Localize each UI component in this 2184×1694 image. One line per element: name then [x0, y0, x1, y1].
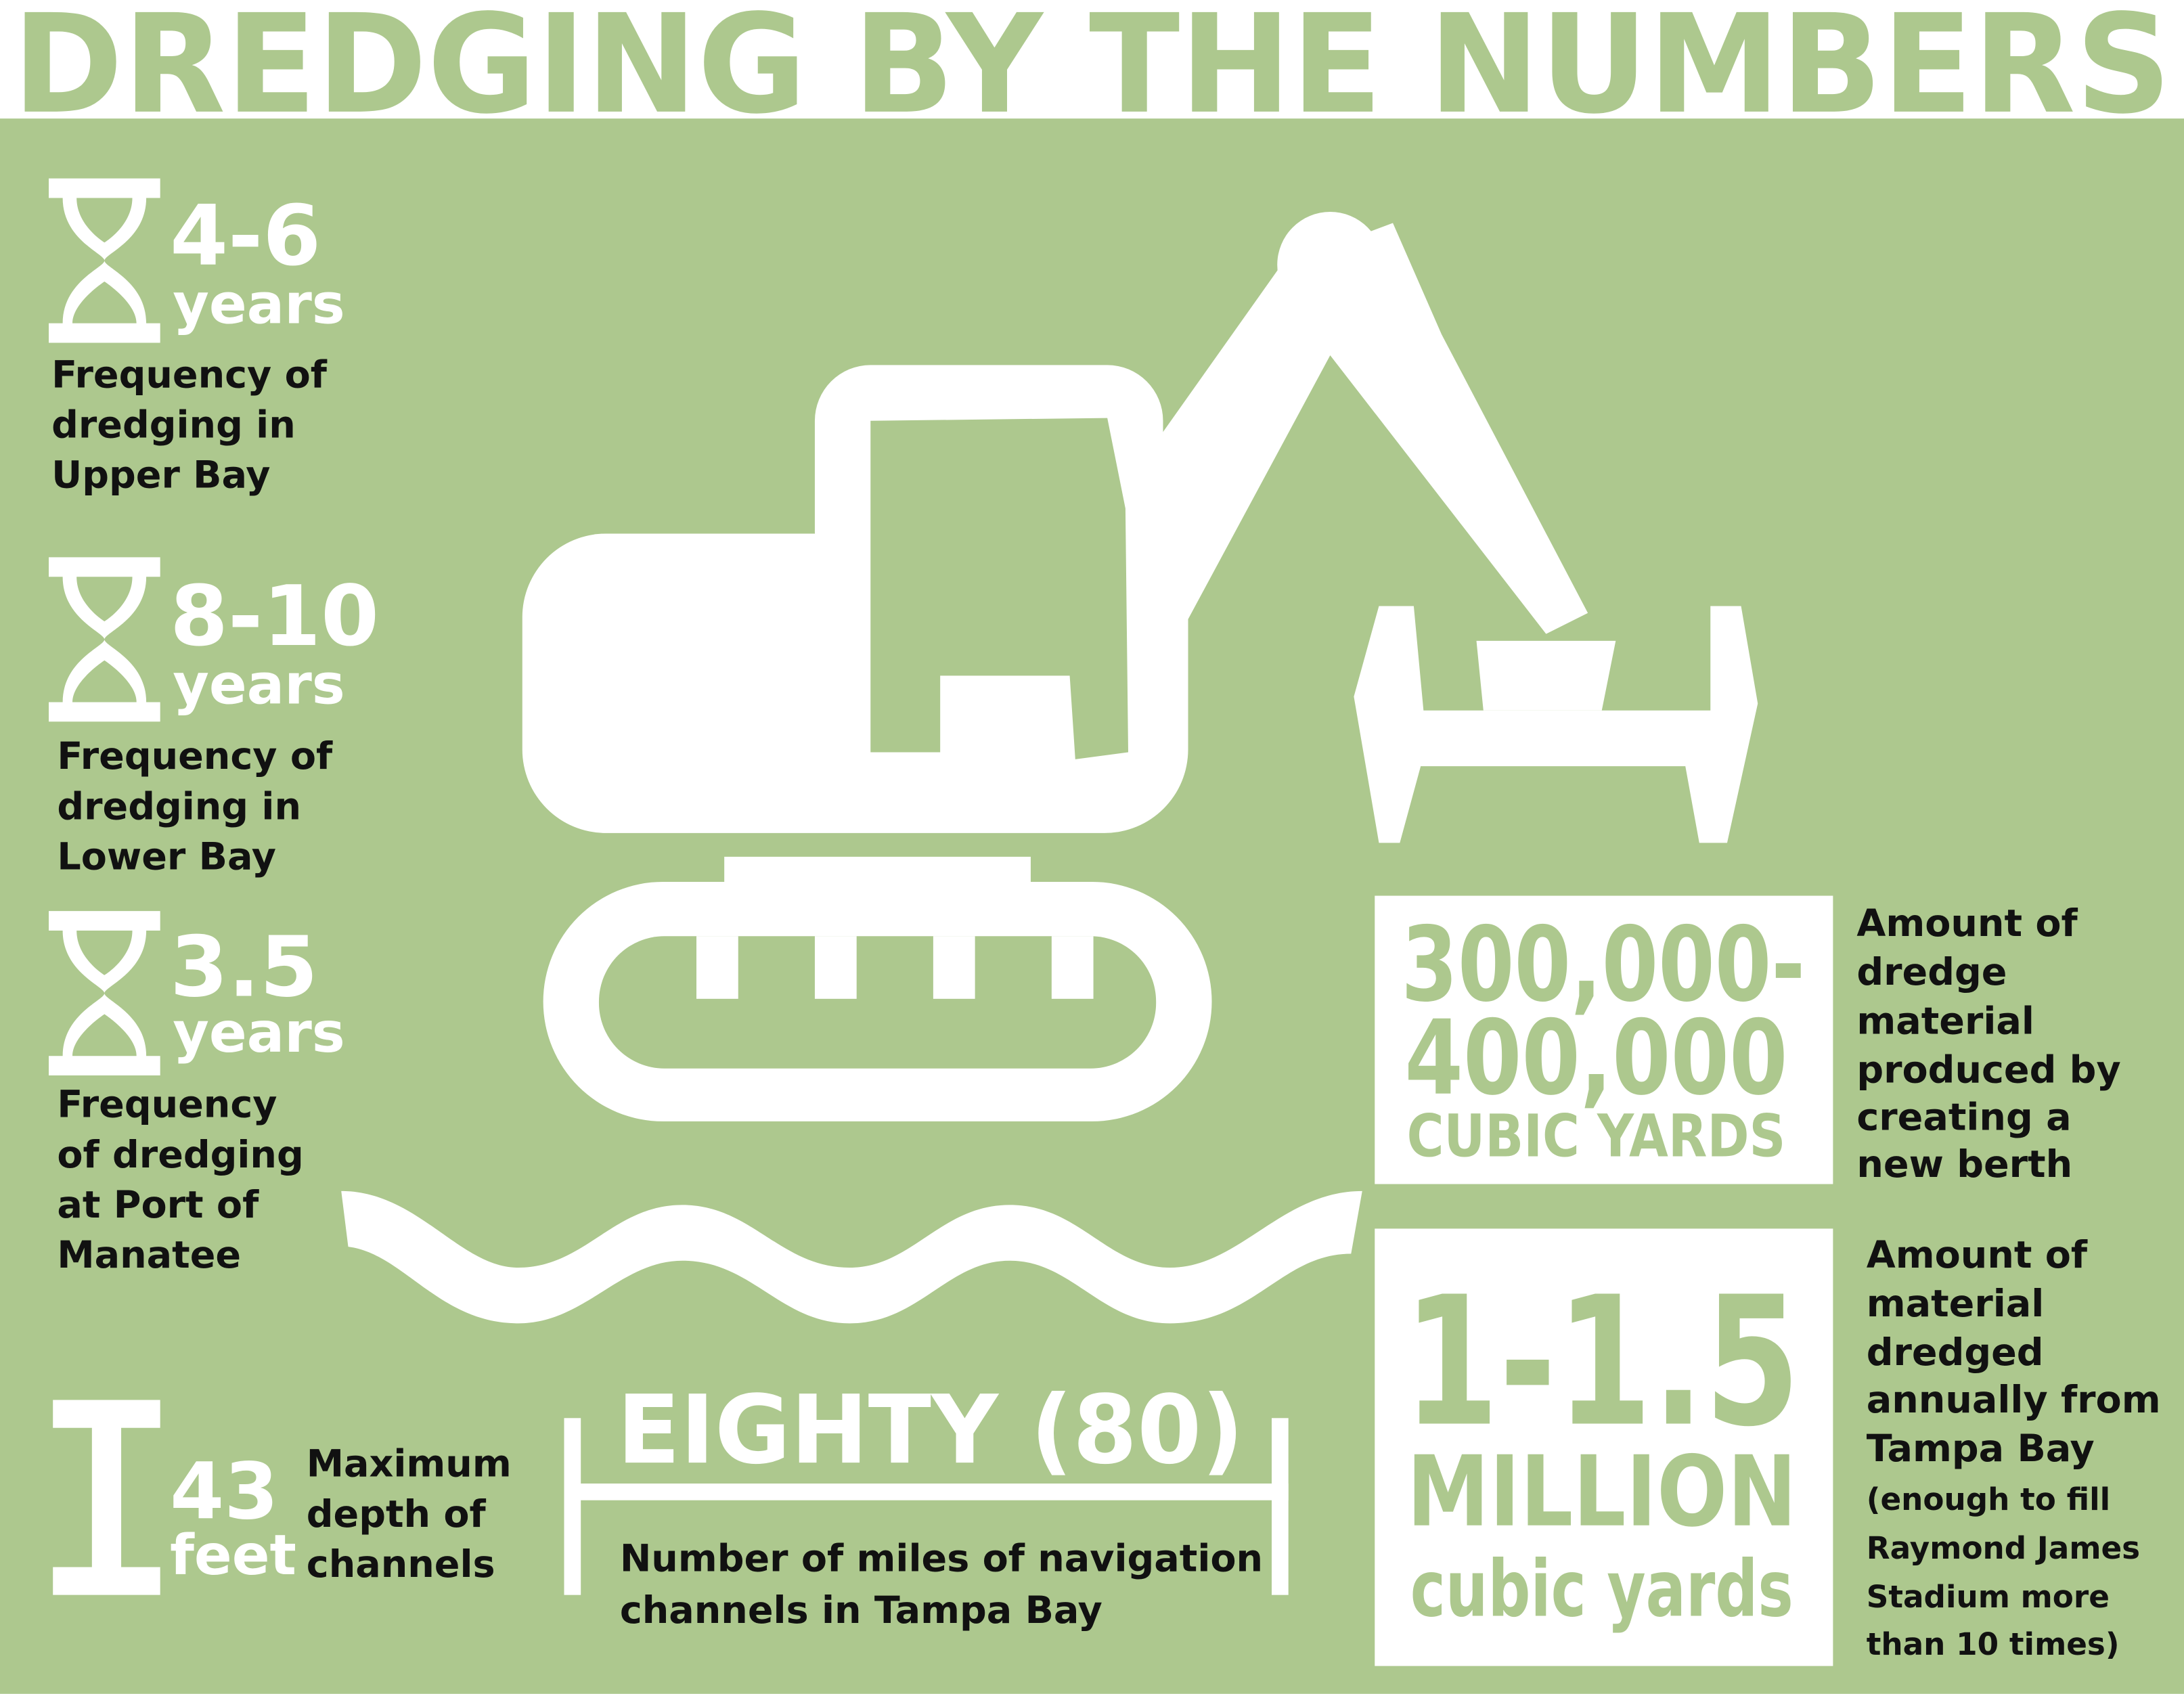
stat-description: Upper Bay [51, 453, 270, 497]
stat-description: channels in Tampa Bay [620, 1588, 1102, 1632]
stat-description: material [1867, 1282, 2045, 1326]
stat-value: MILLION [1407, 1435, 1797, 1548]
track-teeth [696, 936, 1094, 999]
stat-unit: cubic yards [1410, 1544, 1793, 1635]
stat-description: Amount of [1856, 901, 2078, 945]
stat-description: Maximum [307, 1442, 512, 1486]
depth-icon [53, 1400, 160, 1595]
stat-description: channels [307, 1542, 495, 1586]
stat-description: material [1856, 999, 2034, 1043]
stat-box [1375, 1228, 1833, 1666]
stat-description: Amount of [1867, 1233, 2088, 1277]
stat-description: annually from [1867, 1378, 2161, 1422]
stat-note: Raymond James [1867, 1530, 2140, 1566]
stat-description: Manatee [57, 1233, 241, 1277]
stat-value: 8-10 [170, 568, 379, 665]
stat-note: than 10 times) [1867, 1626, 2120, 1662]
stat-description: dredge [1856, 950, 2007, 994]
stat-box [1375, 895, 1833, 1184]
stat-value: 3.5 [170, 919, 318, 1017]
stat-description: Frequency of [57, 734, 333, 778]
stat-description: Frequency of [51, 353, 328, 397]
stat-description: Number of miles of navigation [620, 1537, 1263, 1581]
stat-description: of dredging [57, 1133, 303, 1177]
stat-description: creating a [1856, 1095, 2071, 1139]
miles-bracket [564, 1418, 1289, 1595]
stat-description: depth of [307, 1492, 487, 1536]
title: DREDGING BY THE NUMBERS [13, 0, 2172, 144]
hourglass-icon [49, 911, 160, 1076]
stat-unit: years [173, 1001, 345, 1065]
stat-description: new berth [1856, 1142, 2072, 1186]
stat-unit: CUBIC YARDS [1407, 1102, 1786, 1170]
stat-note: Stadium more [1867, 1579, 2110, 1615]
stat-description: dredging in [51, 403, 296, 447]
stat-description: produced by [1856, 1048, 2120, 1092]
stat-value: 1-1.5 [1403, 1259, 1800, 1467]
stat-description: Frequency [57, 1083, 277, 1127]
stat-unit: years [173, 653, 345, 717]
stat-value: 400,000 [1405, 998, 1788, 1118]
hourglass-icon [49, 178, 160, 343]
stat-description: Lower Bay [57, 834, 276, 878]
stat-value: EIGHTY (80) [617, 1375, 1244, 1486]
stat-unit: years [173, 273, 345, 337]
stat-description: dredging in [57, 784, 301, 828]
stat-description: at Port of [57, 1183, 259, 1227]
hourglass-icon [49, 557, 160, 722]
stat-description: Tampa Bay [1867, 1427, 2095, 1471]
stat-unit: feet [170, 1523, 296, 1588]
stat-description: dredged [1867, 1331, 2044, 1375]
stat-value: 300,000- [1401, 905, 1805, 1025]
stat-value: 43 [170, 1446, 278, 1537]
stat-note: (enough to fill [1867, 1481, 2110, 1517]
water-wave [341, 1190, 1362, 1324]
cab-window [870, 418, 1129, 759]
stat-value: 4-6 [170, 187, 321, 285]
